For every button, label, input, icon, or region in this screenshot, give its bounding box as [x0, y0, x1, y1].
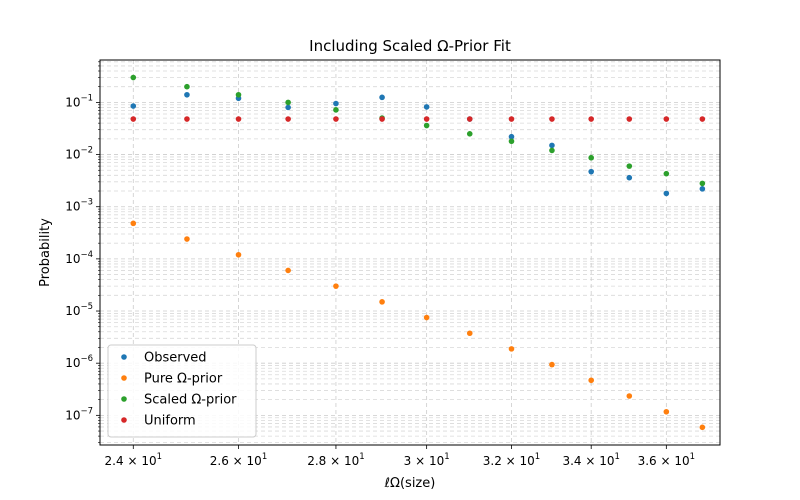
scaled-prior-point	[663, 170, 670, 177]
legend-box	[107, 344, 257, 438]
y-tick-label: 10−1	[65, 93, 93, 109]
observed-point	[333, 100, 339, 107]
pure-prior-point	[626, 393, 633, 399]
uniform-point	[626, 116, 633, 122]
scaled-prior-point	[184, 83, 190, 90]
scaled-prior-point	[549, 147, 555, 154]
pure-prior-point	[588, 377, 594, 384]
uniform-point	[235, 116, 242, 122]
pure-prior-point	[130, 220, 137, 227]
ticks: 10−7 10−6 10−5 10−4 10−3 10−2 10−1 2.4 × 101 2.6…	[65, 61, 695, 468]
uniform-point	[423, 116, 430, 122]
pure-prior-point	[663, 408, 670, 415]
scaled-prior-point	[423, 122, 430, 129]
scaled-prior-point	[466, 131, 473, 137]
scaled-prior-point	[588, 154, 594, 161]
y-tick-label: 10−4	[65, 250, 93, 266]
x-axis-label: ℓΩ(size)	[384, 476, 436, 491]
x-tick-label: 3.6 × 101	[638, 452, 695, 468]
x-tick-label: 2.4 × 101	[105, 452, 162, 468]
scaled-prior-point	[333, 107, 339, 113]
observed-point	[508, 133, 515, 140]
scaled-prior-point	[235, 91, 242, 98]
legend-label: Uniform	[144, 414, 196, 429]
x-tick-label: 3 × 101	[404, 452, 450, 468]
y-tick-label: 10−3	[65, 198, 93, 214]
x-tick-label: 2.6 × 101	[210, 452, 267, 468]
legend-marker	[121, 417, 127, 423]
pure-prior-point	[379, 299, 385, 305]
x-tick-label: 2.8 × 101	[307, 452, 364, 468]
uniform-point	[285, 116, 291, 122]
pure-prior-point	[466, 330, 473, 337]
uniform-point	[333, 116, 339, 122]
plot-frame	[99, 59, 721, 446]
scaled-prior-point	[130, 74, 137, 81]
y-tick-label: 10−7	[65, 406, 93, 422]
uniform-point	[588, 116, 594, 122]
observed-point	[588, 168, 594, 175]
uniform-point	[466, 116, 473, 122]
pure-prior-point	[285, 267, 291, 274]
observed-point	[699, 186, 706, 192]
x-tick-label: 3.4 × 101	[562, 452, 619, 468]
scaled-prior-point	[699, 180, 706, 187]
legend: Observed Pure Ω-prior Scaled Ω-prior Unifor…	[107, 344, 257, 438]
y-tick-label: 10−5	[65, 302, 93, 318]
uniform-point	[663, 116, 670, 122]
uniform-point	[549, 116, 555, 122]
pure-prior-point	[699, 424, 706, 431]
observed-point	[423, 104, 430, 110]
uniform-point	[130, 116, 137, 122]
x-tick-label: 3.2 × 101	[483, 452, 540, 468]
pure-prior-point	[423, 314, 430, 321]
pure-prior-point	[333, 283, 339, 289]
y-tick-label: 10−2	[65, 146, 93, 162]
observed-point	[285, 104, 291, 111]
pure-prior-point	[549, 361, 555, 368]
uniform-point	[699, 116, 706, 122]
grid	[100, 60, 720, 445]
data-points	[130, 74, 706, 431]
uniform-point	[379, 116, 385, 122]
legend-marker	[121, 396, 127, 402]
observed-point	[379, 94, 385, 101]
legend-label: Pure Ω-prior	[144, 372, 223, 387]
legend-label: Observed	[144, 351, 207, 366]
chart-title: Including Scaled Ω-Prior Fit	[309, 37, 511, 55]
pure-prior-point	[235, 251, 242, 258]
pure-prior-point	[508, 346, 515, 352]
scaled-prior-point	[285, 99, 291, 106]
pure-prior-point	[184, 236, 190, 242]
y-axis-label: Probability	[38, 218, 53, 287]
observed-point	[130, 103, 137, 109]
observed-point	[626, 174, 633, 181]
observed-point	[663, 190, 670, 197]
legend-marker	[121, 354, 127, 360]
observed-point	[549, 142, 555, 149]
uniform-point	[184, 116, 190, 122]
scaled-prior-point	[508, 138, 515, 145]
legend-label: Scaled Ω-prior	[144, 393, 237, 408]
uniform-point	[508, 116, 515, 122]
scaled-prior-point	[626, 163, 633, 169]
y-tick-label: 10−6	[65, 354, 93, 370]
observed-point	[184, 91, 190, 98]
legend-marker	[121, 375, 127, 381]
